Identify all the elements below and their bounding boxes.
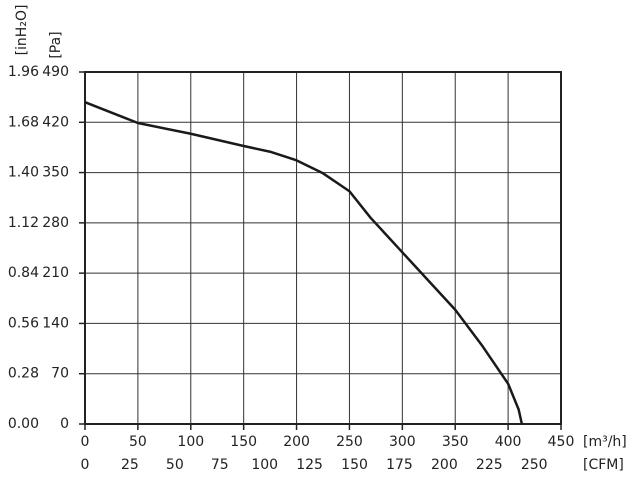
- y-tick-label: 210: [42, 265, 69, 281]
- x-tick-label: 100: [177, 434, 204, 450]
- y-tick-label: 70: [51, 366, 69, 382]
- y-tick-label: 420: [42, 114, 69, 130]
- x2-tick-label: 150: [341, 457, 368, 473]
- x2-tick-label: 225: [476, 457, 503, 473]
- x2-tick-label: 50: [166, 457, 184, 473]
- x2-tick-label: 175: [386, 457, 413, 473]
- curve: [84, 101, 524, 425]
- x-tick-label: 450: [548, 434, 575, 450]
- y-tick-label: 140: [42, 315, 69, 331]
- x-tick-label: 300: [389, 434, 416, 450]
- x-axis-label: [m³/h]: [583, 434, 627, 450]
- x2-tick-label: 25: [121, 457, 139, 473]
- y2-tick-label: 0.28: [8, 366, 39, 382]
- x2-tick-label: 125: [296, 457, 323, 473]
- x-tick-label: 250: [336, 434, 363, 450]
- y2-tick-label: 1.40: [8, 165, 39, 181]
- y-tick-label: 350: [42, 165, 69, 181]
- y2-axis-label: [inH₂O]: [14, 5, 30, 56]
- x-tick-label: 400: [495, 434, 522, 450]
- x2-tick-label: 250: [521, 457, 548, 473]
- y2-tick-label: 1.12: [8, 215, 39, 231]
- y2-tick-label: 0.56: [8, 315, 39, 331]
- y-tick-label: 490: [42, 64, 69, 80]
- x-tick-label: 0: [81, 434, 90, 450]
- x2-tick-label: 200: [431, 457, 458, 473]
- y2-tick-label: 0.84: [8, 265, 39, 281]
- y-axis-label: [Pa]: [48, 31, 64, 58]
- y-tick-label: 0: [60, 416, 69, 432]
- y2-tick-label: 1.96: [8, 64, 39, 80]
- x-tick-label: 200: [283, 434, 310, 450]
- x-tick-label: 350: [442, 434, 469, 450]
- x-tick-label: 50: [129, 434, 147, 450]
- x2-tick-label: 75: [211, 457, 229, 473]
- x2-axis-label: [CFM]: [583, 457, 624, 473]
- x2-tick-label: 100: [251, 457, 278, 473]
- y2-tick-label: 0.00: [8, 416, 39, 432]
- y2-tick-label: 1.68: [8, 114, 39, 130]
- x2-tick-label: 0: [81, 457, 90, 473]
- y-tick-label: 280: [42, 215, 69, 231]
- plot-frame: [84, 71, 562, 425]
- x-tick-label: 150: [230, 434, 257, 450]
